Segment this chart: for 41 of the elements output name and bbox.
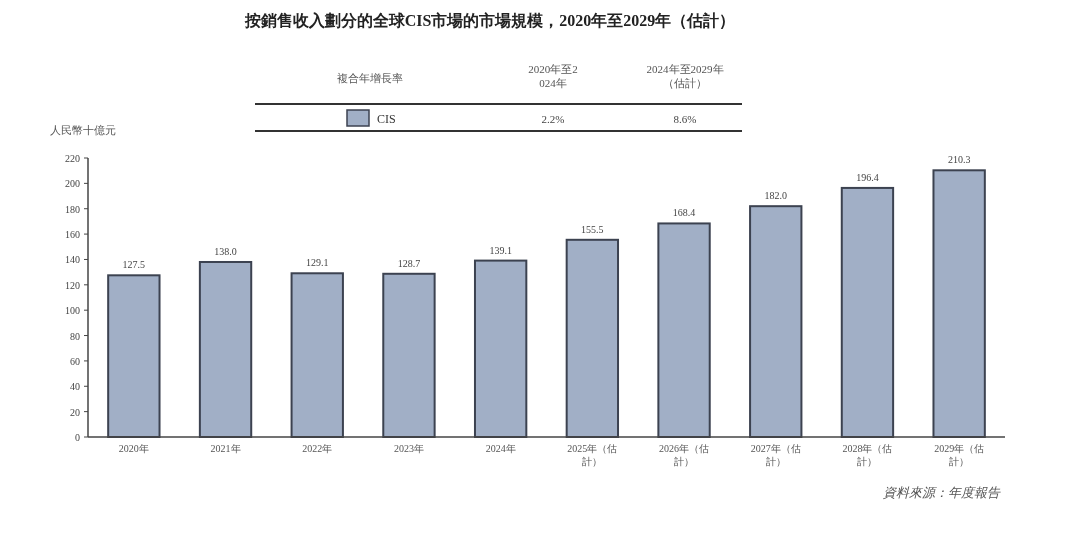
y-tick-label: 40 [70, 381, 80, 393]
x-tick-label: 2024年 [484, 442, 517, 455]
data-label: 182.0 [764, 190, 787, 202]
text: 2.2% [541, 113, 565, 125]
data-label: 127.5 [122, 259, 146, 271]
data-label: 128.7 [397, 257, 421, 269]
x-tick-label: 2028年（估計） [841, 442, 894, 468]
source-note: 資料來源：年度報告 [883, 485, 1001, 500]
data-label: 139.1 [489, 244, 512, 256]
y-tick-label: 80 [70, 330, 80, 342]
y-tick-label: 160 [65, 229, 80, 241]
text: 2024年至2029年（估計） [645, 62, 725, 91]
text: 複合年增長率 [337, 72, 403, 84]
x-tick-label: 2023年 [392, 442, 425, 455]
text: 2020年至2024年 [527, 62, 579, 91]
x-tick-label: 2025年（估計） [566, 442, 619, 468]
y-axis-title: 人民幣十億元 [50, 124, 116, 136]
data-label: 129.1 [306, 257, 329, 269]
x-tick-label: 2029年（估計） [933, 442, 986, 468]
y-tick-label: 180 [65, 203, 80, 215]
data-label: 155.5 [581, 223, 604, 235]
data-label: 196.4 [856, 171, 879, 183]
y-tick-label: 20 [70, 406, 80, 418]
data-label: 168.4 [672, 207, 696, 219]
data-label: 138.0 [214, 245, 237, 257]
y-tick-label: 140 [65, 254, 80, 266]
y-tick-label: 100 [65, 305, 80, 317]
y-tick-label: 60 [70, 355, 80, 367]
x-tick-label: 2022年 [301, 442, 334, 455]
y-tick-label: 200 [65, 178, 80, 190]
x-tick-label: 2027年（估計） [749, 442, 802, 468]
chart-title: 按銷售收入劃分的全球CIS市場的市場規模，2020年至2029年（估計） [243, 12, 736, 30]
text: 8.6% [673, 113, 697, 125]
x-tick-label: 2026年（估計） [658, 442, 711, 468]
x-tick-label: 2021年 [209, 442, 242, 455]
legend-label: CIS [377, 112, 396, 126]
y-tick-label: 0 [75, 432, 80, 443]
data-label: 210.3 [947, 154, 971, 166]
x-tick-label: 2020年 [117, 442, 150, 455]
y-tick-label: 120 [65, 279, 80, 291]
y-tick-label: 220 [65, 153, 80, 164]
